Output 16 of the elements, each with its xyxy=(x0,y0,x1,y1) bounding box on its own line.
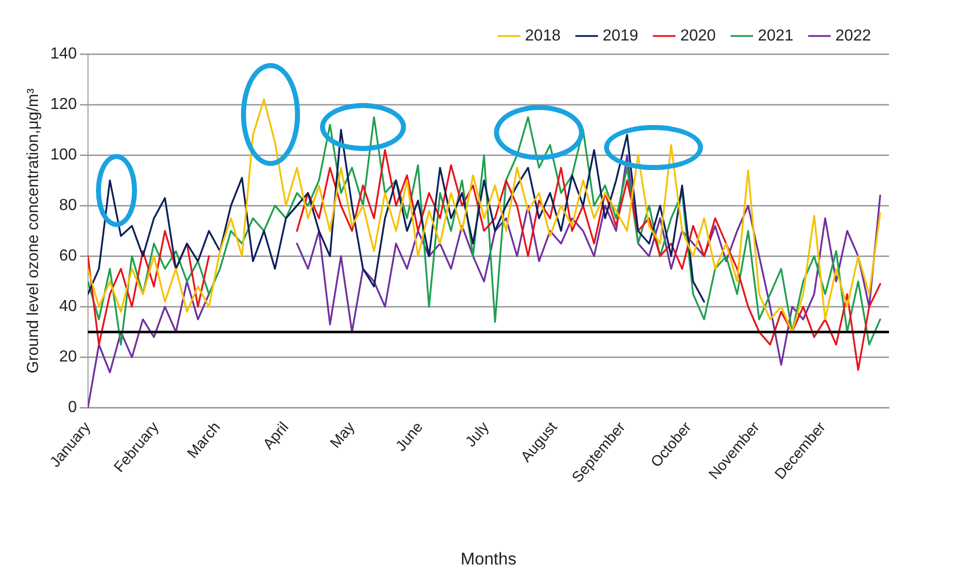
legend-label: 2022 xyxy=(835,27,872,44)
x-tick-label: July xyxy=(462,418,493,450)
y-tick-label: 0 xyxy=(68,399,77,416)
legend-label: 2019 xyxy=(602,27,638,44)
y-tick-label: 140 xyxy=(50,45,77,62)
legend-label: 2021 xyxy=(758,27,794,44)
x-axis-title: Months xyxy=(460,549,516,568)
y-axis-title: Ground level ozone concentration,μg/m³ xyxy=(25,88,42,374)
y-tick-label: 100 xyxy=(50,146,77,164)
y-tick-label: 20 xyxy=(59,348,77,366)
y-tick-label: 80 xyxy=(59,197,77,214)
y-tick-label: 60 xyxy=(59,248,77,265)
y-tick-label: 40 xyxy=(59,298,77,316)
legend-label: 2018 xyxy=(525,27,561,44)
legend-label: 2020 xyxy=(680,27,716,44)
y-tick-label: 120 xyxy=(50,96,77,113)
